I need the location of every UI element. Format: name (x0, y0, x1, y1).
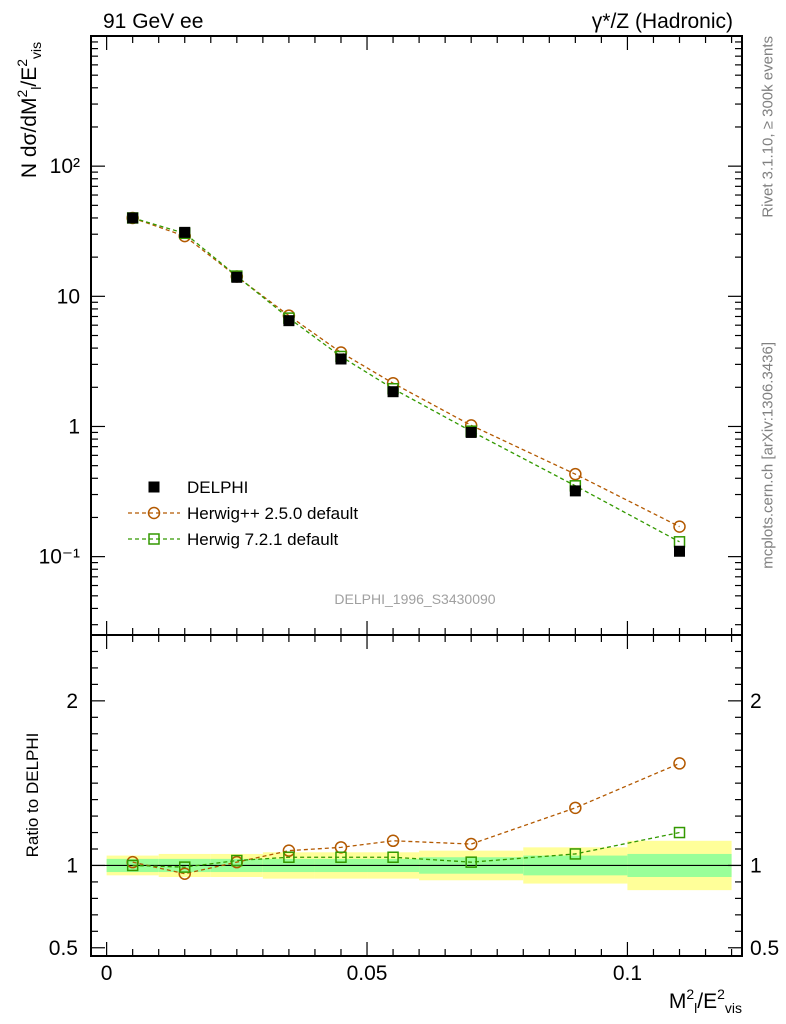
x-tick-label: 0 (101, 962, 113, 985)
main-point-herwig-2-5-0-default (673, 520, 686, 533)
legend-label: DELPHI (187, 478, 248, 497)
ratio-point-herwig-7-2-1-default (673, 826, 686, 839)
ratio-point-herwig-7-2-1-default (126, 859, 139, 872)
ratio-point-herwig-2-5-0-default (178, 867, 191, 880)
main-line-herwig-2-5-0-default (132, 217, 680, 528)
ratio-point-herwig-2-5-0-default (386, 834, 400, 848)
ratio-panel-frame (90, 634, 743, 957)
ratio-y-tick-label: 2 (66, 690, 78, 713)
ratio-point-herwig-2-5-0-default (673, 757, 686, 770)
main-ylabel: N dσ/dM2l/E2vis (14, 42, 44, 178)
main-y-tick-label: 10² (50, 155, 80, 178)
ratio-point-herwig-7-2-1-default (387, 851, 399, 863)
legend-marker (148, 533, 160, 545)
ratio-y-ticks: 0.5 0.5 1 1 2 2 (49, 650, 779, 960)
x-tick-label: 0.1 (613, 962, 642, 985)
main-point-delphi (335, 353, 347, 365)
main-point-delphi (231, 271, 243, 283)
main-y-tick-label: 10⁻¹ (39, 546, 80, 569)
process-title: γ*/Z (Hadronic) (592, 10, 733, 33)
ratio-y-tick-label-right: 1 (750, 854, 762, 877)
main-y-tick-label: 1 (68, 415, 80, 438)
ratio-point-herwig-7-2-1-default (178, 861, 191, 873)
main-point-delphi (674, 545, 686, 557)
main-point-delphi (465, 426, 477, 438)
x-tick-label: 0.05 (347, 962, 388, 985)
legend-label: Herwig 7.2.1 default (187, 530, 338, 549)
legend-label: Herwig++ 2.5.0 default (187, 504, 358, 523)
ratio-series-group (126, 757, 686, 880)
ratio-line-herwig-7-2-1-default (132, 831, 680, 868)
ratio-point-herwig-7-2-1-default (569, 848, 582, 860)
main-point-delphi (127, 212, 139, 224)
ratio-point-herwig-2-5-0-default (464, 837, 478, 851)
x-axis-label: M2l/E2vis (669, 986, 742, 1016)
legend: DELPHI Herwig++ 2.5.0 default Herwig 7.2.1… (128, 478, 358, 549)
main-point-delphi (569, 485, 581, 497)
ratio-y-tick-label: 1 (66, 854, 78, 877)
main-y-tick-label: 10 (57, 285, 80, 308)
main-point-delphi (387, 386, 399, 398)
ratio-uncertainty-bands (91, 840, 742, 891)
ratio-point-herwig-7-2-1-default (283, 851, 295, 863)
ratio-point-herwig-7-2-1-default (335, 851, 347, 863)
main-point-delphi (283, 315, 295, 327)
ratio-ylabel: Ratio to DELPHI (23, 733, 42, 858)
ratio-point-herwig-7-2-1-default (465, 856, 477, 868)
ratio-y-tick-label-right: 2 (750, 690, 762, 713)
ratio-y-tick-label-right: 0.5 (750, 937, 779, 960)
mcplots-label: mcplots.cern.ch [arXiv:1306.3436] (759, 342, 776, 569)
analysis-id: DELPHI_1996_S3430090 (334, 591, 495, 607)
energy-title: 91 GeV ee (103, 10, 203, 33)
rivet-label: Rivet 3.1.10, ≥ 300k events (759, 36, 776, 218)
main-y-ticks: 10⁻¹ 1 10 10² (39, 35, 742, 626)
ratio-point-herwig-2-5-0-default (282, 844, 296, 857)
legend-marker (148, 481, 160, 493)
ratio-point-herwig-2-5-0-default (569, 801, 582, 815)
legend-marker (147, 506, 161, 520)
main-point-herwig-2-5-0-default (569, 467, 582, 481)
ratio-y-tick-label: 0.5 (49, 937, 78, 960)
main-point-delphi (179, 226, 191, 238)
ratio-line-herwig-2-5-0-default (132, 762, 680, 875)
ratio-point-herwig-7-2-1-default (231, 854, 243, 867)
x-ticks: 0 0.05 0.1 (101, 36, 733, 985)
main-series-group (126, 211, 686, 557)
